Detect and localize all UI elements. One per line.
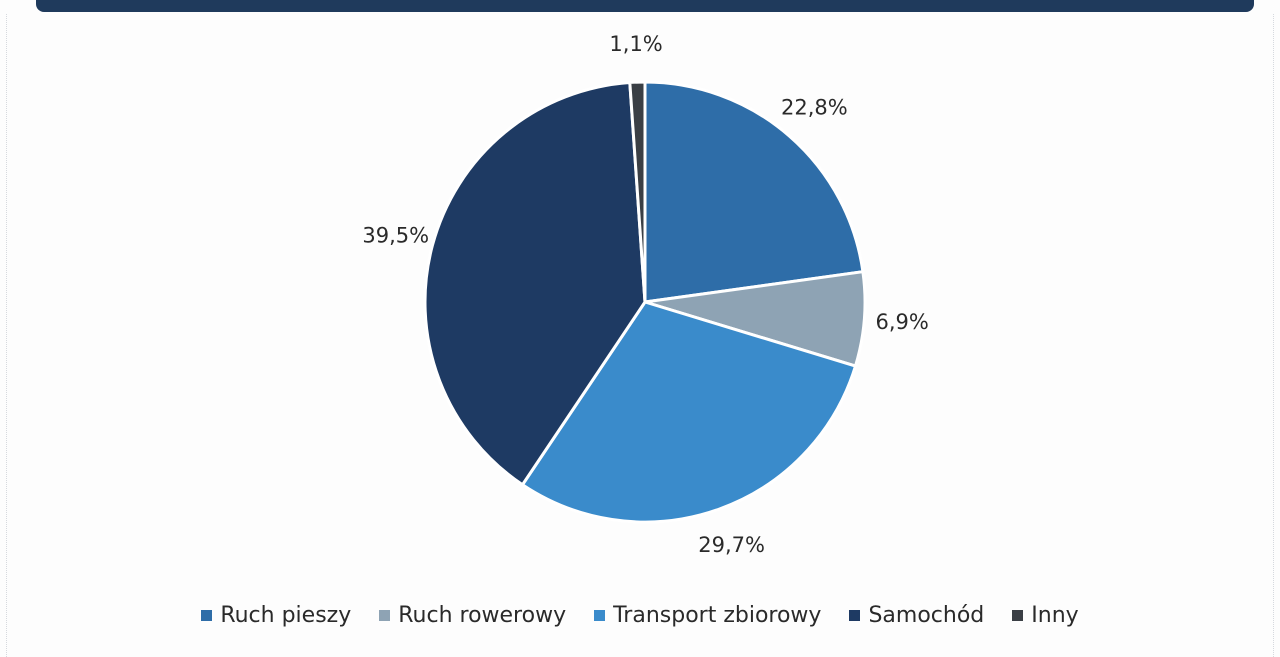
- data-label-inny: 1,1%: [609, 32, 662, 56]
- data-label-samochód: 39,5%: [362, 223, 429, 247]
- legend: Ruch pieszy Ruch rowerowy Transport zbio…: [0, 603, 1280, 628]
- legend-label: Ruch pieszy: [220, 603, 352, 628]
- legend-label: Transport zbiorowy: [613, 603, 822, 628]
- legend-label: Samochód: [868, 603, 985, 628]
- chart-frame: [6, 14, 1274, 657]
- legend-label: Inny: [1031, 603, 1079, 628]
- pie-slice-ruch-pieszy[interactable]: [643, 80, 865, 304]
- legend-swatch-samochod: [849, 610, 861, 621]
- legend-label: Ruch rowerowy: [398, 603, 567, 628]
- data-label-ruch-pieszy: 22,8%: [781, 95, 848, 119]
- legend-swatch-transport-zbiorowy: [594, 610, 606, 621]
- pie-slice-samochód[interactable]: [423, 80, 647, 487]
- legend-swatch-inny: [1012, 610, 1024, 621]
- pie-slice-inny[interactable]: [628, 80, 647, 303]
- data-label-transport-zbiorowy: 29,7%: [698, 533, 765, 557]
- legend-item-samochod[interactable]: Samochód: [849, 603, 984, 628]
- legend-swatch-ruch-rowerowy: [379, 610, 391, 621]
- legend-item-inny[interactable]: Inny: [1012, 603, 1079, 628]
- legend-item-ruch-rowerowy[interactable]: Ruch rowerowy: [379, 603, 566, 628]
- data-label-ruch-rowerowy: 6,9%: [876, 310, 929, 334]
- pie-slice-transport-zbiorowy[interactable]: [520, 300, 858, 524]
- header-bar: [36, 0, 1254, 12]
- legend-swatch-ruch-pieszy: [201, 610, 213, 621]
- legend-item-ruch-pieszy[interactable]: Ruch pieszy: [201, 603, 351, 628]
- legend-item-transport-zbiorowy[interactable]: Transport zbiorowy: [594, 603, 821, 628]
